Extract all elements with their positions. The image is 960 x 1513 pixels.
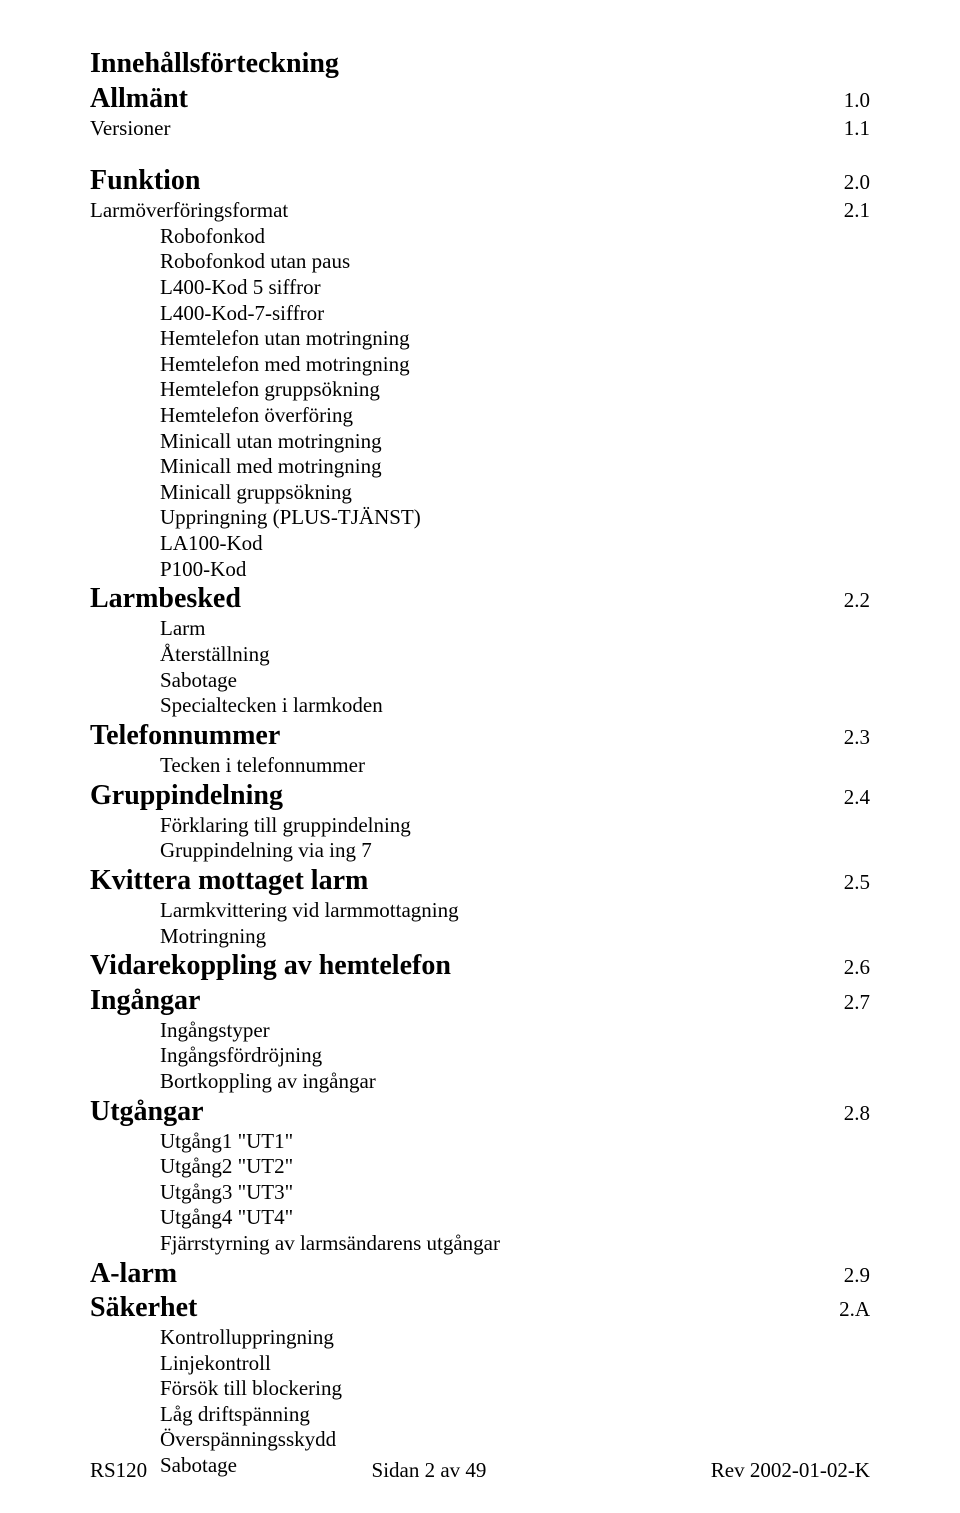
toc-subitem: Överspänningsskydd <box>90 1427 870 1453</box>
toc-subitem: Larm <box>90 616 870 642</box>
toc-number: 2.3 <box>844 725 870 751</box>
toc-label: Funktion <box>90 164 201 198</box>
toc-row: Säkerhet 2.A <box>90 1291 870 1325</box>
toc-number: 2.7 <box>844 990 870 1016</box>
toc-section: Larmbesked 2.2LarmÅterställningSabotageSp… <box>90 582 870 719</box>
toc-label: Säkerhet <box>90 1291 197 1325</box>
toc-row: Kvittera mottaget larm 2.5 <box>90 864 870 898</box>
toc-number: 2.0 <box>844 170 870 196</box>
toc-subitem: Robofonkod <box>90 224 870 250</box>
toc-label: Larmöverföringsformat <box>90 198 288 224</box>
toc-row: Larmöverföringsformat 2.1 <box>90 198 870 224</box>
toc-subitem: Utgång1 "UT1" <box>90 1129 870 1155</box>
toc-label: A-larm <box>90 1257 177 1291</box>
toc-label: Larmbesked <box>90 582 241 616</box>
toc-subitem: Hemtelefon överföring <box>90 403 870 429</box>
toc-row: Larmbesked 2.2 <box>90 582 870 616</box>
toc-subitem: Fjärrstyrning av larmsändarens utgångar <box>90 1231 870 1257</box>
toc-subitem: Låg driftspänning <box>90 1402 870 1428</box>
toc-row: Versioner 1.1 <box>90 116 870 142</box>
toc-subitem: Motringning <box>90 924 870 950</box>
spacer <box>90 142 870 164</box>
toc-subitem: L400-Kod 5 siffror <box>90 275 870 301</box>
toc-subitem: Ingångstyper <box>90 1018 870 1044</box>
toc-label: Allmänt <box>90 82 188 116</box>
toc-section: Vidarekoppling av hemtelefon 2.6 <box>90 949 870 983</box>
toc-section: Gruppindelning 2.4Förklaring till gruppin… <box>90 779 870 864</box>
toc-subitem: Minicall gruppsökning <box>90 480 870 506</box>
toc-subitem: Gruppindelning via ing 7 <box>90 838 870 864</box>
toc-section: Säkerhet 2.AKontrolluppringningLinjekontr… <box>90 1291 870 1479</box>
toc-label: Ingångar <box>90 984 200 1018</box>
toc-number: 2.8 <box>844 1101 870 1127</box>
toc-subitem: Specialtecken i larmkoden <box>90 693 870 719</box>
toc-label: Utgångar <box>90 1095 204 1129</box>
page-title: Innehållsförteckning <box>90 48 870 80</box>
toc-subitem: Larmkvittering vid larmmottagning <box>90 898 870 924</box>
toc-subitem: Hemtelefon med motringning <box>90 352 870 378</box>
toc-subitem: L400-Kod-7-siffror <box>90 301 870 327</box>
toc-subitem: Minicall utan motringning <box>90 429 870 455</box>
toc-subitem: LA100-Kod <box>90 531 870 557</box>
toc-subitem: Sabotage <box>90 668 870 694</box>
toc-number: 1.0 <box>844 88 870 114</box>
toc-subitem: Bortkoppling av ingångar <box>90 1069 870 1095</box>
toc-number: 2.A <box>839 1297 870 1323</box>
toc-subitem: Utgång4 "UT4" <box>90 1205 870 1231</box>
toc-number: 2.5 <box>844 870 870 896</box>
toc-row: Gruppindelning 2.4 <box>90 779 870 813</box>
toc-subitem: Utgång3 "UT3" <box>90 1180 870 1206</box>
document-page: Innehållsförteckning Allmänt1.0Versioner… <box>0 0 960 1513</box>
toc-row: Ingångar 2.7 <box>90 984 870 1018</box>
toc-number: 2.2 <box>844 588 870 614</box>
toc-row: Funktion 2.0 <box>90 164 870 198</box>
toc-label: Telefonnummer <box>90 719 280 753</box>
toc-number: 2.6 <box>844 955 870 981</box>
toc-row: Allmänt 1.0 <box>90 82 870 116</box>
toc-subitem: Hemtelefon gruppsökning <box>90 377 870 403</box>
toc-section: Ingångar 2.7IngångstyperIngångsfördröjnin… <box>90 984 870 1095</box>
page-footer: RS120 Sidan 2 av 49 Rev 2002-01-02-K <box>90 1458 870 1483</box>
toc-number: 2.9 <box>844 1263 870 1289</box>
footer-right: Rev 2002-01-02-K <box>711 1458 870 1483</box>
toc-subitem: Hemtelefon utan motringning <box>90 326 870 352</box>
toc-subitem: Minicall med motringning <box>90 454 870 480</box>
toc-label: Kvittera mottaget larm <box>90 864 368 898</box>
toc-row: Utgångar 2.8 <box>90 1095 870 1129</box>
toc-subitem: Återställning <box>90 642 870 668</box>
toc-section: Kvittera mottaget larm 2.5Larmkvittering … <box>90 864 870 949</box>
toc-number: 2.4 <box>844 785 870 811</box>
toc-row: Telefonnummer 2.3 <box>90 719 870 753</box>
toc-subitem: Försök till blockering <box>90 1376 870 1402</box>
table-of-contents: Allmänt1.0Versioner1.1Funktion2.0Larmöve… <box>90 82 870 1478</box>
toc-section: A-larm 2.9 <box>90 1257 870 1291</box>
toc-subitem: Ingångsfördröjning <box>90 1043 870 1069</box>
footer-center: Sidan 2 av 49 <box>372 1458 487 1483</box>
toc-section: Telefonnummer 2.3Tecken i telefonnummer <box>90 719 870 779</box>
toc-label: Gruppindelning <box>90 779 283 813</box>
toc-section: Funktion 2.0 <box>90 164 870 198</box>
toc-subitem: Robofonkod utan paus <box>90 249 870 275</box>
toc-number: 1.1 <box>844 116 870 142</box>
toc-section: Larmöverföringsformat 2.1RobofonkodRobofo… <box>90 198 870 582</box>
toc-subitem: Uppringning (PLUS-TJÄNST) <box>90 505 870 531</box>
toc-subitem: Tecken i telefonnummer <box>90 753 870 779</box>
toc-section: Allmänt 1.0 <box>90 82 870 116</box>
toc-row: Vidarekoppling av hemtelefon 2.6 <box>90 949 870 983</box>
toc-subitem: Kontrolluppringning <box>90 1325 870 1351</box>
toc-section: Versioner 1.1 <box>90 116 870 142</box>
toc-section: Utgångar2.8Utgång1 "UT1"Utgång2 "UT2"Utg… <box>90 1095 870 1257</box>
footer-left: RS120 <box>90 1458 147 1483</box>
toc-label: Vidarekoppling av hemtelefon <box>90 949 451 983</box>
toc-subitem: P100-Kod <box>90 557 870 583</box>
toc-label: Versioner <box>90 116 170 142</box>
toc-subitem: Utgång2 "UT2" <box>90 1154 870 1180</box>
toc-subitem: Förklaring till gruppindelning <box>90 813 870 839</box>
toc-row: A-larm 2.9 <box>90 1257 870 1291</box>
toc-number: 2.1 <box>844 198 870 224</box>
toc-subitem: Linjekontroll <box>90 1351 870 1377</box>
